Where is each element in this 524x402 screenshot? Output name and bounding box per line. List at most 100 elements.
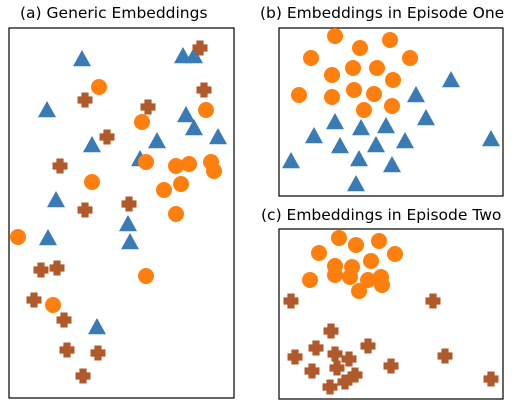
circle-point xyxy=(385,72,401,88)
circle-point xyxy=(327,267,343,283)
panel-a-title: (a) Generic Embeddings xyxy=(20,4,208,22)
circle-point xyxy=(345,60,361,76)
panel-c-plot xyxy=(278,228,504,400)
cross-point xyxy=(347,367,363,383)
triangle-point xyxy=(121,233,139,250)
circle-point xyxy=(331,230,347,246)
circle-point xyxy=(45,297,61,313)
circle-point xyxy=(10,229,26,245)
triangle-point xyxy=(331,137,349,154)
cross-point xyxy=(192,40,208,56)
plot-frame xyxy=(8,27,235,399)
cross-point xyxy=(437,348,453,364)
triangle-point xyxy=(326,113,344,130)
cross-point xyxy=(283,293,299,309)
cross-point xyxy=(337,374,353,390)
circle-point xyxy=(342,269,358,285)
circle-point xyxy=(356,102,372,118)
cross-point xyxy=(75,368,91,384)
triangle-point xyxy=(209,128,227,145)
circle-point xyxy=(324,67,340,83)
triangle-point xyxy=(350,150,368,167)
cross-point xyxy=(323,323,339,339)
circle-point xyxy=(327,28,343,44)
circle-point xyxy=(360,272,376,288)
cross-point xyxy=(56,312,72,328)
triangle-point xyxy=(305,127,323,144)
circle-point xyxy=(366,86,382,102)
cross-point xyxy=(140,99,156,115)
circle-point xyxy=(138,268,154,284)
cross-point xyxy=(77,202,93,218)
circle-point xyxy=(303,50,319,66)
cross-point xyxy=(99,129,115,145)
panel-b-plot xyxy=(278,27,504,197)
circle-point xyxy=(387,246,403,262)
cross-point xyxy=(90,345,106,361)
triangle-point xyxy=(352,119,370,136)
triangle-point xyxy=(347,175,365,192)
panel-b-title: (b) Embeddings in Episode One xyxy=(260,4,505,22)
cross-point xyxy=(327,346,343,362)
triangle-point xyxy=(38,101,56,118)
circle-point xyxy=(363,253,379,269)
circle-point xyxy=(91,79,107,95)
circle-point xyxy=(352,40,368,56)
circle-point xyxy=(373,269,389,285)
triangle-point xyxy=(39,229,57,246)
circle-point xyxy=(371,233,387,249)
cross-point xyxy=(308,340,324,356)
triangle-point xyxy=(119,215,137,232)
circle-point xyxy=(138,154,154,170)
triangle-point xyxy=(367,136,385,153)
cross-point xyxy=(52,158,68,174)
circle-point xyxy=(369,60,385,76)
circle-point xyxy=(324,89,340,105)
triangle-point xyxy=(377,117,395,134)
cross-point xyxy=(49,260,65,276)
plot-frame xyxy=(278,27,504,197)
cross-point xyxy=(26,292,42,308)
circle-point xyxy=(84,174,100,190)
cross-point xyxy=(329,360,345,376)
circle-point xyxy=(402,50,418,66)
circle-point xyxy=(198,102,214,118)
circle-point xyxy=(156,182,172,198)
cross-point xyxy=(483,371,499,387)
cross-point xyxy=(121,196,137,212)
circle-point xyxy=(168,158,184,174)
circle-point xyxy=(168,206,184,222)
triangle-point xyxy=(482,130,500,147)
circle-point xyxy=(384,98,400,114)
circle-point xyxy=(302,272,318,288)
triangle-point xyxy=(383,156,401,173)
cross-point xyxy=(425,293,441,309)
cross-point xyxy=(322,379,338,395)
triangle-point xyxy=(185,47,203,64)
triangle-point xyxy=(83,136,101,153)
cross-point xyxy=(304,363,320,379)
triangle-point xyxy=(396,132,414,149)
plot-frame xyxy=(278,228,504,400)
triangle-point xyxy=(148,132,166,149)
triangle-point xyxy=(88,318,106,335)
circle-point xyxy=(346,82,362,98)
circle-point xyxy=(311,245,327,261)
triangle-point xyxy=(407,86,425,103)
circle-point xyxy=(181,156,197,172)
circle-point xyxy=(206,163,222,179)
triangle-point xyxy=(282,152,300,169)
cross-point xyxy=(77,92,93,108)
cross-point xyxy=(287,349,303,365)
triangle-point xyxy=(47,191,65,208)
circle-point xyxy=(134,114,150,130)
triangle-point xyxy=(185,119,203,136)
cross-point xyxy=(341,351,357,367)
triangle-point xyxy=(442,71,460,88)
cross-point xyxy=(33,262,49,278)
triangle-point xyxy=(417,109,435,126)
cross-point xyxy=(383,358,399,374)
panel-c-title: (c) Embeddings in Episode Two xyxy=(261,206,502,224)
triangle-point xyxy=(177,106,195,123)
circle-point xyxy=(382,32,398,48)
